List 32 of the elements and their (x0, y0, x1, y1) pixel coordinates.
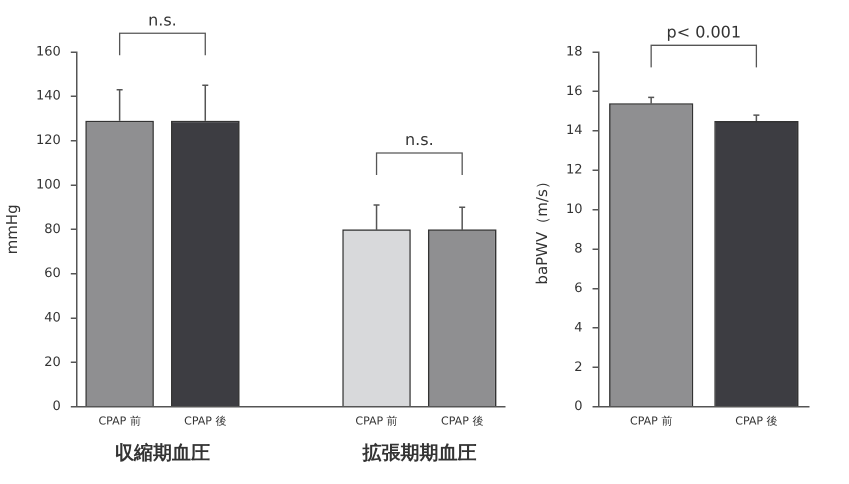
y-tick-label: 16 (566, 84, 583, 99)
y-tick-label: 14 (566, 123, 583, 138)
y-tick-label: 0 (574, 399, 583, 414)
y-tick-label: 120 (36, 133, 61, 148)
text: 拡張期期血圧 (361, 442, 476, 464)
y-tick-label: 8 (574, 241, 583, 256)
y-tick-label: 6 (574, 280, 583, 296)
y-tick-label: 60 (44, 266, 61, 282)
x-tick-label: CPAP 後 (184, 414, 226, 428)
y-tick-label: 20 (44, 354, 61, 370)
text: 収縮期血圧 (114, 442, 210, 464)
y-tick-label: 140 (36, 88, 61, 104)
x-tick-label: CPAP 前 (355, 414, 398, 428)
y-tick-label: 2 (574, 360, 583, 375)
y-axis-title: mmHg (2, 204, 21, 254)
y-tick-label: 0 (52, 399, 61, 414)
y-tick-label: 100 (36, 177, 61, 192)
annotation: n.s. (405, 130, 434, 150)
y-tick-label: 40 (44, 310, 61, 326)
y-axis-title: baPWV（m/s） (532, 174, 551, 285)
y-tick-label: 12 (566, 162, 583, 178)
x-tick-label: CPAP 後 (735, 414, 778, 428)
y-tick-label: 18 (566, 44, 583, 60)
x-tick-label: CPAP 後 (441, 414, 484, 428)
y-tick-label: 4 (574, 320, 583, 336)
x-tick-label: CPAP 前 (98, 414, 141, 428)
y-tick-label: 10 (566, 202, 583, 218)
y-tick-label: 160 (36, 44, 61, 60)
y-tick-label: 80 (44, 222, 61, 237)
text: n.s. (148, 10, 177, 30)
text: p< 0.001 (666, 22, 741, 42)
x-tick-label: CPAP 前 (630, 414, 672, 428)
